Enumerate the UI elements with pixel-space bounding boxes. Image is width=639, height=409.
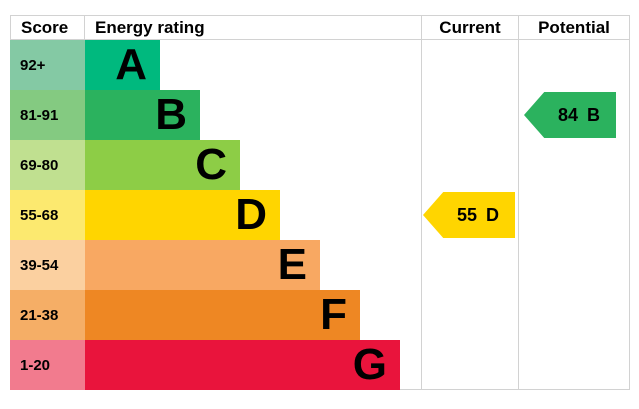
- epc-table: Score Energy rating Current Potential 92…: [10, 15, 630, 390]
- score-range-c: 69-80: [10, 140, 85, 190]
- rating-bar-c: C: [85, 140, 240, 190]
- score-range-b: 81-91: [10, 90, 85, 140]
- band-row-b: 81-91 B: [10, 90, 630, 140]
- score-column-header: Score: [10, 16, 85, 39]
- score-range-a: 92+: [10, 40, 85, 90]
- score-range-d: 55-68: [10, 190, 85, 240]
- band-row-d: 55-68 D: [10, 190, 630, 240]
- rating-bar-a: A: [85, 40, 160, 90]
- rating-bar-b: B: [85, 90, 200, 140]
- potential-rating-letter: B: [587, 104, 601, 125]
- band-row-g: 1-20 G: [10, 340, 630, 390]
- current-rating-arrow: 55 D: [423, 192, 515, 238]
- current-column-header: Current: [421, 16, 518, 39]
- grid-line-current-left: [421, 40, 422, 389]
- rating-bar-f: F: [85, 290, 360, 340]
- band-row-a: 92+ A: [10, 40, 630, 90]
- grid-line-right-edge: [629, 40, 630, 389]
- potential-rating-arrow: 84 B: [524, 92, 616, 138]
- score-range-f: 21-38: [10, 290, 85, 340]
- score-range-g: 1-20: [10, 340, 85, 390]
- epc-table-body: 92+ A 81-91 B 69-80 C 55-68 D 39-54 E 21-38 F 1-20 G …: [10, 40, 630, 390]
- rating-bar-g: G: [85, 340, 400, 390]
- rating-bar-d: D: [85, 190, 280, 240]
- potential-column-header: Potential: [518, 16, 630, 39]
- band-row-f: 21-38 F: [10, 290, 630, 340]
- grid-line-current-right: [518, 40, 519, 389]
- rating-bar-e: E: [85, 240, 320, 290]
- score-range-e: 39-54: [10, 240, 85, 290]
- table-header-row: Score Energy rating Current Potential: [10, 15, 630, 40]
- current-rating-letter: D: [486, 204, 500, 225]
- current-rating-value: 55: [456, 204, 478, 225]
- band-row-c: 69-80 C: [10, 140, 630, 190]
- potential-rating-value: 84: [557, 104, 579, 125]
- band-row-e: 39-54 E: [10, 240, 630, 290]
- energy-rating-column-header: Energy rating: [95, 17, 205, 37]
